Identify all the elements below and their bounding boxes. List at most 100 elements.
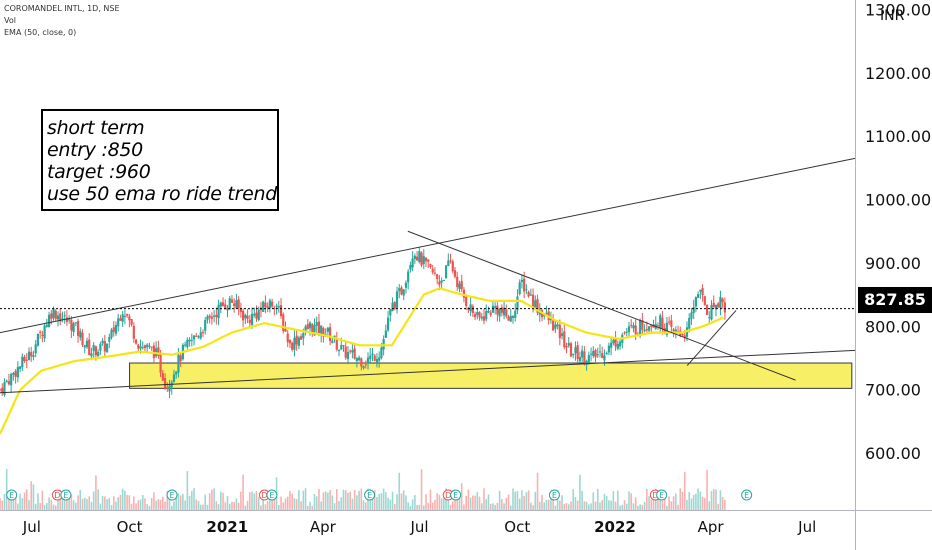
volume-bar bbox=[400, 493, 403, 510]
volume-bar bbox=[130, 503, 133, 510]
candle-body bbox=[627, 326, 631, 333]
candle-body bbox=[449, 260, 452, 262]
upper-channel-trendline[interactable] bbox=[0, 157, 856, 334]
volume-bar bbox=[407, 502, 409, 510]
volume-bar bbox=[527, 490, 530, 510]
volume-bar bbox=[483, 488, 485, 510]
event-marker-E[interactable] bbox=[266, 489, 278, 501]
volume-bar bbox=[530, 502, 532, 510]
candle-body bbox=[166, 387, 169, 389]
candle-body bbox=[598, 351, 602, 353]
support-zone[interactable] bbox=[129, 362, 853, 389]
candle-body bbox=[304, 326, 307, 332]
candle-body bbox=[0, 389, 2, 391]
volume-bar bbox=[117, 497, 120, 510]
event-marker-E[interactable] bbox=[450, 489, 462, 501]
event-marker-label: E bbox=[269, 491, 274, 500]
descending-resistance-trendline[interactable] bbox=[407, 230, 796, 381]
volume-bar bbox=[650, 499, 653, 510]
symbol-label[interactable]: COROMANDEL INTL, 1D, NSE bbox=[4, 4, 120, 13]
volume-bar bbox=[28, 500, 30, 510]
candle-body bbox=[221, 302, 225, 306]
event-marker-E[interactable] bbox=[364, 489, 376, 501]
candle-body bbox=[456, 276, 459, 287]
indicator-label[interactable]: EMA (50, close, 0) bbox=[4, 28, 77, 37]
candle-body bbox=[422, 256, 425, 264]
event-marker-E[interactable] bbox=[6, 489, 18, 501]
candle-body bbox=[614, 337, 617, 347]
candle-body bbox=[150, 346, 153, 348]
candle-body bbox=[380, 347, 383, 359]
volume-bar bbox=[583, 501, 586, 510]
volume-bar bbox=[148, 505, 151, 510]
volume-bar bbox=[358, 490, 360, 510]
candle-body bbox=[235, 300, 238, 309]
candle-body bbox=[65, 317, 69, 322]
event-marker-label: E bbox=[63, 491, 68, 500]
candle-body bbox=[119, 318, 122, 321]
volume-bar bbox=[552, 499, 554, 510]
lower-channel-trendline[interactable] bbox=[0, 349, 856, 394]
candle-body bbox=[703, 296, 706, 305]
candle-body bbox=[239, 308, 242, 312]
trade-note-box[interactable]: short term entry :850 target :960 use 50… bbox=[41, 109, 279, 211]
volume-bar bbox=[282, 502, 285, 510]
volume-bar bbox=[257, 497, 260, 510]
event-marker-E[interactable] bbox=[548, 489, 560, 501]
volume-bar bbox=[1, 500, 4, 510]
candle-body bbox=[364, 364, 367, 366]
candle-body bbox=[465, 296, 468, 307]
event-marker-E[interactable] bbox=[60, 489, 72, 501]
volume-label[interactable]: Vol bbox=[4, 16, 16, 25]
volume-bar bbox=[559, 500, 561, 510]
volume-bar bbox=[108, 498, 111, 510]
candle-body bbox=[661, 317, 664, 329]
event-marker-E[interactable] bbox=[656, 489, 668, 501]
volume-bar bbox=[489, 503, 492, 510]
event-marker-E[interactable] bbox=[741, 489, 753, 501]
volume-bar bbox=[503, 503, 505, 510]
event-marker-E[interactable] bbox=[166, 489, 178, 501]
volume-bar bbox=[177, 493, 180, 510]
y-tick-label: 800.00 bbox=[865, 317, 921, 336]
candle-body bbox=[21, 356, 24, 368]
volume-bar bbox=[514, 491, 517, 510]
volume-bar bbox=[472, 495, 474, 510]
ema-50-line[interactable] bbox=[0, 287, 724, 435]
volume-bar bbox=[447, 498, 450, 510]
volume-bar bbox=[30, 481, 33, 510]
volume-bar bbox=[717, 503, 719, 510]
volume-bar bbox=[23, 492, 26, 510]
candle-body bbox=[433, 272, 437, 274]
candle-body bbox=[342, 345, 345, 347]
candle-body bbox=[143, 345, 147, 349]
candle-body bbox=[36, 333, 40, 346]
volume-bar bbox=[81, 498, 84, 510]
volume-bar bbox=[249, 492, 251, 510]
x-tick-label: 2022 bbox=[594, 518, 636, 536]
rising-support-trendline[interactable] bbox=[686, 310, 737, 366]
volume-bar bbox=[581, 490, 583, 510]
candle-body bbox=[293, 337, 296, 350]
volume-bar bbox=[188, 495, 191, 510]
volume-bar bbox=[443, 498, 445, 510]
volume-bar bbox=[712, 489, 715, 510]
currency-label[interactable]: INR bbox=[880, 8, 905, 24]
candle-body bbox=[224, 304, 227, 310]
candle-body bbox=[237, 299, 240, 309]
volume-bar bbox=[628, 491, 630, 510]
candle-body bbox=[688, 317, 691, 329]
candle-body bbox=[705, 304, 709, 315]
volume-bar bbox=[157, 499, 160, 510]
candle-body bbox=[159, 354, 162, 373]
candle-body bbox=[431, 268, 434, 273]
volume-bar bbox=[141, 494, 144, 510]
candle-body bbox=[489, 312, 492, 316]
candle-body bbox=[273, 307, 276, 309]
volume-bar bbox=[465, 495, 467, 510]
volume-bar bbox=[594, 501, 597, 510]
candle-body bbox=[45, 324, 48, 327]
candle-body bbox=[643, 329, 646, 332]
